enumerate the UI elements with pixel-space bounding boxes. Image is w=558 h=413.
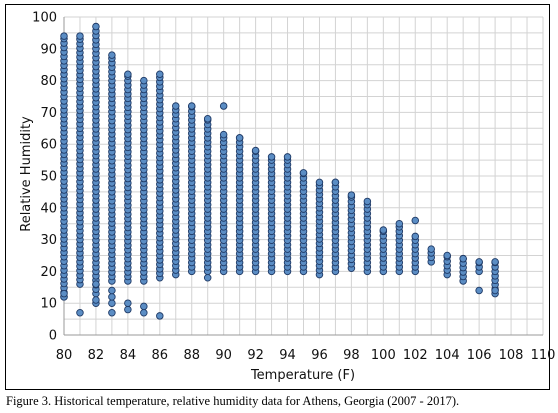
x-tick-label: 86 <box>152 348 169 363</box>
data-point <box>60 32 68 40</box>
y-tick-label: 70 <box>40 106 57 121</box>
x-tick-label: 98 <box>343 348 360 363</box>
data-point <box>283 153 292 161</box>
data-point <box>299 169 308 177</box>
data-point <box>156 312 164 320</box>
data-point <box>124 299 132 307</box>
data-point <box>219 130 228 139</box>
x-tick-label: 84 <box>120 348 137 363</box>
data-point <box>459 254 467 263</box>
data-point <box>203 115 212 123</box>
y-tick-label: 30 <box>40 233 57 248</box>
data-point <box>124 70 132 78</box>
data-point <box>427 245 435 253</box>
data-point <box>363 197 372 206</box>
x-axis-title: Temperature (F) <box>250 368 355 383</box>
points-layer <box>60 22 499 320</box>
data-point <box>491 286 499 295</box>
data-point <box>108 293 116 301</box>
data-point <box>60 289 68 298</box>
y-tick-label: 10 <box>40 297 57 312</box>
x-tick-label: 90 <box>215 348 232 363</box>
y-tick-label: 0 <box>49 329 57 344</box>
data-point <box>411 232 420 241</box>
x-tick-label: 102 <box>403 348 428 363</box>
y-tick-label: 100 <box>32 11 57 26</box>
x-tick-label: 108 <box>499 348 524 363</box>
data-point <box>475 286 483 295</box>
data-point <box>187 102 196 110</box>
data-point <box>331 178 340 187</box>
data-point <box>491 258 499 266</box>
data-point <box>92 22 100 31</box>
data-point <box>140 308 148 317</box>
x-tick-label: 106 <box>467 348 492 363</box>
data-point <box>156 70 164 78</box>
y-axis-title: Relative Humidity <box>19 116 34 232</box>
data-point <box>76 308 84 317</box>
data-point <box>475 258 483 266</box>
data-point <box>140 76 148 85</box>
data-point <box>347 191 356 199</box>
data-point <box>443 251 451 260</box>
data-point <box>140 302 148 311</box>
data-point <box>124 305 132 314</box>
data-point <box>315 178 324 187</box>
figure-caption: Figure 3. Historical temperature, relati… <box>6 394 460 408</box>
data-point <box>235 134 244 142</box>
y-tick-label: 20 <box>40 265 57 280</box>
labels-layer: 0 10 20 30 40 50 60 70 80 90 100 80 82 84 86 88 90 92 94 96… <box>32 11 555 364</box>
x-tick-label: 80 <box>56 348 73 363</box>
data-point <box>108 308 116 317</box>
y-tick-label: 80 <box>40 74 57 89</box>
y-tick-label: 60 <box>40 138 57 153</box>
data-point <box>219 102 228 110</box>
data-point <box>203 274 212 282</box>
data-point <box>172 102 180 110</box>
data-point <box>267 153 276 161</box>
data-point <box>108 299 116 307</box>
x-tick-label: 94 <box>279 348 296 363</box>
x-tick-label: 96 <box>311 348 328 363</box>
x-tick-label: 110 <box>531 348 556 363</box>
x-tick-label: 92 <box>247 348 264 363</box>
x-tick-label: 104 <box>435 348 460 363</box>
data-point <box>92 280 100 288</box>
data-point <box>395 219 404 228</box>
data-point <box>108 51 116 59</box>
y-tick-label: 90 <box>40 42 57 57</box>
y-tick-label: 40 <box>40 201 57 216</box>
data-point <box>411 216 420 225</box>
data-point <box>379 226 388 234</box>
data-point <box>92 296 100 304</box>
x-tick-label: 88 <box>183 348 200 363</box>
x-tick-label: 82 <box>88 348 105 363</box>
data-point <box>251 146 260 155</box>
data-point <box>108 286 116 295</box>
x-tick-label: 100 <box>371 348 396 363</box>
data-point <box>76 32 84 40</box>
y-tick-label: 50 <box>40 170 57 185</box>
